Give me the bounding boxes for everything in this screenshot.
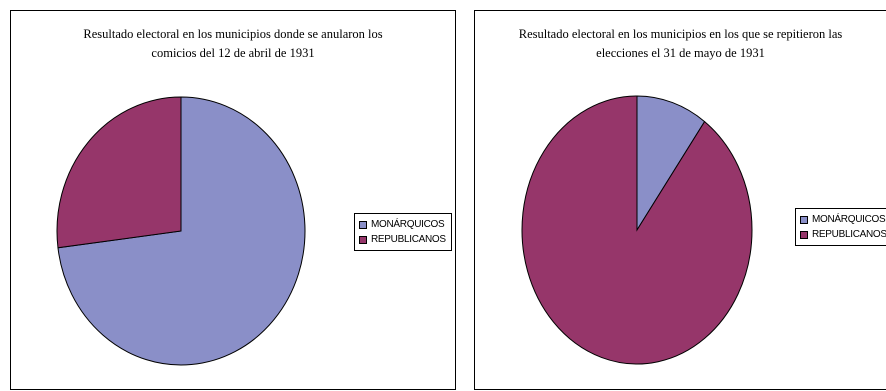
pie-slice-monarquicos xyxy=(636,95,706,232)
legend-item-republicanos: REPUBLICANOS xyxy=(359,232,446,247)
legend-label-monarquicos: MONÁRQUICOS xyxy=(371,219,445,230)
legend-item-monarquicos: MONÁRQUICOS xyxy=(800,212,886,227)
pie-chart-repetidos xyxy=(521,95,753,365)
pie-chart-anulados xyxy=(56,96,306,366)
legend: MONÁRQUICOS REPUBLICANOS xyxy=(795,208,886,246)
legend-swatch-monarquicos xyxy=(800,215,808,224)
legend-label-republicanos: REPUBLICANOS xyxy=(371,234,446,245)
legend-item-monarquicos: MONÁRQUICOS xyxy=(359,217,446,232)
legend-swatch-republicanos xyxy=(800,230,808,239)
chart-title: Resultado electoral en los municipios en… xyxy=(518,27,843,60)
chart-panel-repetidos: Resultado electoral en los municipios en… xyxy=(474,10,886,390)
pie-slice-republicanos xyxy=(521,95,753,365)
legend-item-republicanos: REPUBLICANOS xyxy=(800,227,886,242)
chart-panel-anulados: Resultado electoral en los municipios do… xyxy=(10,10,456,390)
legend-swatch-monarquicos xyxy=(359,220,367,229)
chart-title: Resultado electoral en los municipios do… xyxy=(83,27,383,60)
legend-label-republicanos: REPUBLICANOS xyxy=(812,229,886,240)
pie-slice-republicanos xyxy=(56,96,182,249)
legend-swatch-republicanos xyxy=(359,235,367,244)
legend: MONÁRQUICOS REPUBLICANOS xyxy=(354,213,452,251)
legend-label-monarquicos: MONÁRQUICOS xyxy=(812,214,886,225)
